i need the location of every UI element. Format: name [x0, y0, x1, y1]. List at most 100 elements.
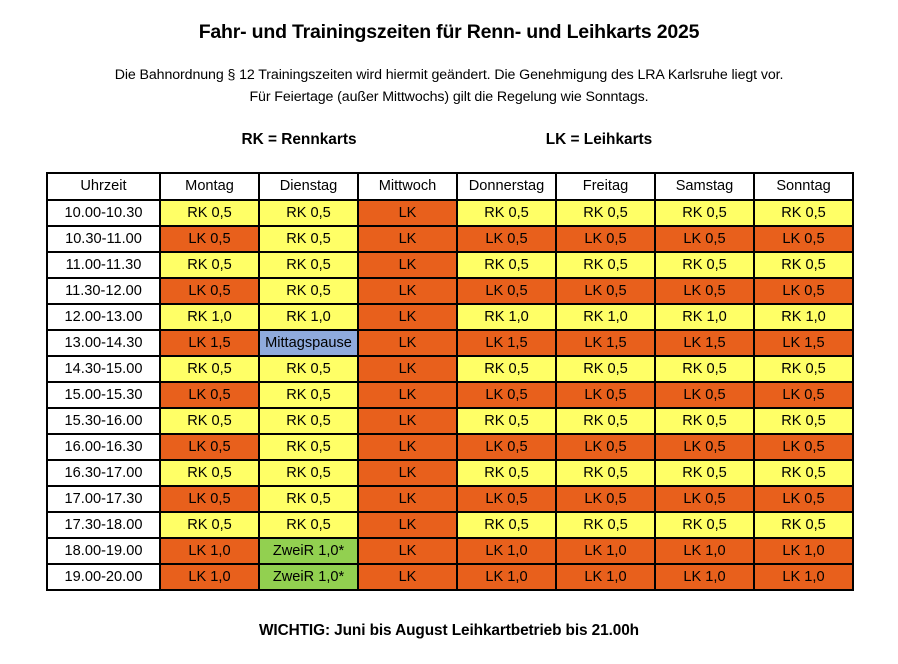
time-slot-cell: 15.00-15.30 [46, 381, 161, 409]
schedule-cell-rk: RK 0,5 [159, 251, 260, 279]
schedule-cell-rk: RK 0,5 [456, 407, 557, 435]
schedule-table: Uhrzeit Montag Dienstag Mittwoch Donnerstag F… [46, 172, 854, 591]
table-row: 10.00-10.30 RK 0,5 RK 0,5 LK RK 0,5 RK 0,5 RK … [46, 199, 854, 227]
schedule-cell-rk: RK 0,5 [654, 199, 755, 227]
time-slot-cell: 10.00-10.30 [46, 199, 161, 227]
schedule-cell-lk: LK 1,0 [753, 563, 854, 591]
header-row: Uhrzeit Montag Dienstag Mittwoch Donnerstag F… [46, 172, 854, 201]
schedule-cell-lk: LK 0,5 [456, 277, 557, 305]
schedule-cell-zweir: ZweiR 1,0* [258, 563, 359, 591]
table-row: 12.00-13.00 RK 1,0 RK 1,0 LK RK 1,0 RK 1,0 RK … [46, 303, 854, 331]
schedule-cell-rk: RK 0,5 [159, 199, 260, 227]
time-slot-cell: 15.30-16.00 [46, 407, 161, 435]
table-row: 16.30-17.00 RK 0,5 RK 0,5 LK RK 0,5 RK 0,5 RK … [46, 459, 854, 487]
table-row: 10.30-11.00 LK 0,5 RK 0,5 LK LK 0,5 LK 0,5 LK … [46, 225, 854, 253]
schedule-cell-lk: LK [357, 381, 458, 409]
schedule-cell-lk: LK 0,5 [159, 277, 260, 305]
schedule-cell-pause: Mittagspause [258, 329, 359, 357]
schedule-cell-rk: RK 0,5 [159, 407, 260, 435]
schedule-cell-rk: RK 0,5 [258, 459, 359, 487]
column-header-donnerstag: Donnerstag [456, 172, 557, 201]
time-slot-cell: 11.00-11.30 [46, 251, 161, 279]
schedule-cell-rk: RK 0,5 [654, 251, 755, 279]
schedule-cell-rk: RK 0,5 [258, 381, 359, 409]
schedule-cell-rk: RK 0,5 [159, 355, 260, 383]
schedule-cell-rk: RK 0,5 [159, 511, 260, 539]
schedule-cell-lk: LK 0,5 [159, 381, 260, 409]
schedule-cell-lk: LK 1,0 [753, 537, 854, 565]
schedule-table-wrapper: Uhrzeit Montag Dienstag Mittwoch Donnerstag F… [46, 172, 854, 591]
table-row: 19.00-20.00 LK 1,0 ZweiR 1,0* LK LK 1,0 LK 1,… [46, 563, 854, 591]
schedule-cell-lk: LK 1,5 [654, 329, 755, 357]
schedule-cell-lk: LK 0,5 [654, 433, 755, 461]
table-row: 15.30-16.00 RK 0,5 RK 0,5 LK RK 0,5 RK 0,5 RK … [46, 407, 854, 435]
schedule-cell-lk: LK 0,5 [753, 225, 854, 253]
table-row: 17.30-18.00 RK 0,5 RK 0,5 LK RK 0,5 RK 0,5 RK … [46, 511, 854, 539]
schedule-cell-rk: RK 0,5 [753, 251, 854, 279]
schedule-cell-lk: LK [357, 485, 458, 513]
schedule-cell-rk: RK 0,5 [456, 199, 557, 227]
table-row: 16.00-16.30 LK 0,5 RK 0,5 LK LK 0,5 LK 0,5 LK … [46, 433, 854, 461]
schedule-cell-rk: RK 0,5 [753, 355, 854, 383]
table-row: 11.00-11.30 RK 0,5 RK 0,5 LK RK 0,5 RK 0,5 RK … [46, 251, 854, 279]
legend-leihkarts: LK = Leihkarts [545, 130, 653, 148]
schedule-cell-rk: RK 1,0 [258, 303, 359, 331]
schedule-cell-rk: RK 0,5 [456, 355, 557, 383]
schedule-cell-rk: RK 0,5 [258, 355, 359, 383]
schedule-cell-rk: RK 1,0 [654, 303, 755, 331]
column-header-montag: Montag [159, 172, 260, 201]
schedule-cell-lk: LK 0,5 [654, 485, 755, 513]
schedule-cell-lk: LK 0,5 [555, 277, 656, 305]
schedule-cell-lk: LK 0,5 [753, 381, 854, 409]
schedule-cell-rk: RK 0,5 [654, 355, 755, 383]
schedule-cell-rk: RK 0,5 [159, 459, 260, 487]
schedule-cell-rk: RK 0,5 [456, 251, 557, 279]
schedule-cell-lk: LK [357, 277, 458, 305]
schedule-cell-rk: RK 0,5 [456, 459, 557, 487]
intro-line-2: Für Feiertage (außer Mittwochs) gilt die… [249, 88, 649, 105]
schedule-cell-lk: LK 0,5 [555, 381, 656, 409]
schedule-cell-lk: LK 0,5 [159, 225, 260, 253]
schedule-cell-rk: RK 1,0 [753, 303, 854, 331]
schedule-cell-lk: LK 1,0 [555, 563, 656, 591]
table-row: 18.00-19.00 LK 1,0 ZweiR 1,0* LK LK 1,0 LK 1,… [46, 537, 854, 565]
schedule-cell-lk: LK 1,5 [159, 329, 260, 357]
schedule-cell-lk: LK 1,0 [456, 563, 557, 591]
schedule-cell-lk: LK [357, 329, 458, 357]
schedule-cell-rk: RK 0,5 [555, 355, 656, 383]
schedule-cell-rk: RK 1,0 [555, 303, 656, 331]
schedule-cell-rk: RK 0,5 [555, 459, 656, 487]
schedule-cell-rk: RK 1,0 [159, 303, 260, 331]
column-header-uhrzeit: Uhrzeit [46, 172, 161, 201]
table-row: 14.30-15.00 RK 0,5 RK 0,5 LK RK 0,5 RK 0,5 RK … [46, 355, 854, 383]
schedule-cell-lk: LK 0,5 [456, 433, 557, 461]
schedule-cell-rk: RK 0,5 [258, 511, 359, 539]
time-slot-cell: 12.00-13.00 [46, 303, 161, 331]
schedule-cell-rk: RK 0,5 [258, 251, 359, 279]
schedule-cell-lk: LK 0,5 [555, 485, 656, 513]
schedule-cell-lk: LK 0,5 [654, 225, 755, 253]
schedule-cell-lk: LK 1,0 [555, 537, 656, 565]
schedule-cell-rk: RK 1,0 [456, 303, 557, 331]
schedule-cell-lk: LK [357, 303, 458, 331]
schedule-cell-lk: LK [357, 251, 458, 279]
table-row: 13.00-14.30 LK 1,5 Mittagspause LK LK 1,5 LK … [46, 329, 854, 357]
time-slot-cell: 14.30-15.00 [46, 355, 161, 383]
intro-line-1: Die Bahnordnung § 12 Trainingszeiten wir… [114, 67, 784, 84]
column-header-freitag: Freitag [555, 172, 656, 201]
schedule-cell-rk: RK 0,5 [258, 433, 359, 461]
table-body: 10.00-10.30 RK 0,5 RK 0,5 LK RK 0,5 RK 0,5 RK … [46, 199, 854, 591]
schedule-cell-lk: LK 1,0 [456, 537, 557, 565]
schedule-cell-lk: LK 1,5 [555, 329, 656, 357]
table-row: 17.00-17.30 LK 0,5 RK 0,5 LK LK 0,5 LK 0,5 LK … [46, 485, 854, 513]
footer-note: WICHTIG: Juni bis August Leihkartbetrieb… [258, 622, 639, 639]
time-slot-cell: 16.30-17.00 [46, 459, 161, 487]
schedule-cell-lk: LK 0,5 [456, 225, 557, 253]
page-title: Fahr- und Trainingszeiten für Renn- und … [198, 21, 700, 43]
schedule-cell-lk: LK [357, 511, 458, 539]
schedule-cell-rk: RK 0,5 [258, 225, 359, 253]
schedule-cell-rk: RK 0,5 [258, 407, 359, 435]
schedule-cell-rk: RK 0,5 [753, 407, 854, 435]
schedule-cell-rk: RK 0,5 [654, 407, 755, 435]
time-slot-cell: 13.00-14.30 [46, 329, 161, 357]
